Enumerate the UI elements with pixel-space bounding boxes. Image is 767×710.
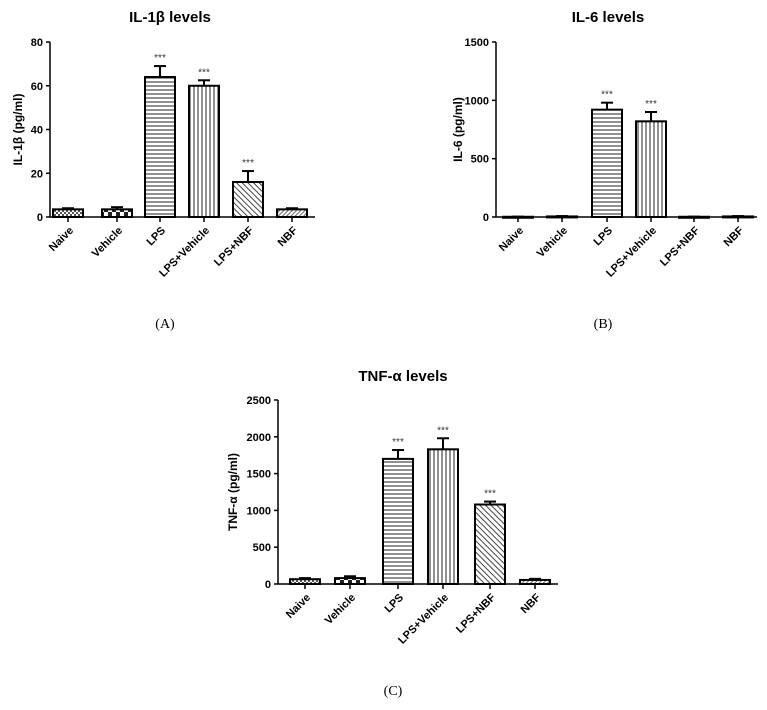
significance-label: ***: [198, 67, 210, 78]
x-tick-label: Vehicle: [323, 592, 358, 627]
x-tick-label: Naive: [284, 592, 313, 621]
panel-label: (C): [384, 684, 403, 699]
bar-lps-vehicle: [188, 84, 220, 218]
x-tick-label: NBF: [722, 224, 747, 249]
bar-nbf: [276, 208, 308, 218]
bar-lps-nbf: [232, 181, 264, 218]
y-tick-label: 40: [31, 125, 43, 137]
y-tick-label: 500: [471, 154, 489, 166]
y-axis-label: IL-1β (pg/ml): [11, 94, 25, 166]
y-tick-label: 1000: [247, 505, 271, 517]
chart-panel-c: TNF-α levels 0 500 1000 1500 2000 2500 TNF-α (p…: [226, 368, 558, 699]
significance-label: ***: [601, 90, 613, 101]
y-tick-label: 500: [253, 542, 271, 554]
x-tick-label: Vehicle: [90, 225, 125, 260]
x-tick-label: LPS+NBF: [212, 224, 256, 268]
bar-vehicle: [101, 208, 133, 218]
bar-naive: [52, 208, 84, 218]
x-tick-label: NBF: [276, 224, 301, 249]
y-tick-label: 2000: [247, 432, 271, 444]
y-tick-label: 1500: [247, 469, 271, 481]
y-axis-label: TNF-α (pg/ml): [226, 453, 240, 531]
significance-label: ***: [154, 53, 166, 64]
panel-label: (A): [155, 317, 175, 332]
bar-vehicle: [334, 577, 366, 585]
bar-lps-nbf: [474, 503, 506, 585]
significance-label: ***: [645, 99, 657, 110]
y-tick-label: 1000: [465, 95, 489, 107]
y-tick-label: 0: [37, 212, 43, 224]
x-tick-label: Vehicle: [535, 225, 570, 260]
x-tick-label: LPS: [144, 225, 168, 249]
x-tick-label: Naive: [47, 225, 76, 254]
chart-title: TNF-α levels: [358, 368, 447, 385]
significance-label: ***: [484, 489, 496, 500]
significance-label: ***: [392, 437, 404, 448]
y-tick-label: 1500: [465, 37, 489, 49]
x-tick-label: LPS+NBF: [658, 224, 702, 268]
y-tick-label: 80: [31, 37, 43, 49]
significance-label: ***: [437, 425, 449, 436]
x-tick-label: LPS: [591, 225, 615, 249]
significance-label: ***: [242, 158, 254, 169]
y-axis-label: IL-6 (pg/ml): [451, 97, 465, 162]
y-tick-label: 0: [265, 579, 271, 591]
bar-lps: [144, 76, 176, 218]
chart-panel-b: IL-6 levels 0 500 1000 1500 IL-6 (pg/ml) Naive…: [451, 9, 757, 332]
bar-lps-vehicle: [427, 448, 459, 586]
x-tick-label: LPS+NBF: [454, 591, 498, 635]
bar-nbf: [519, 578, 551, 586]
x-tick-label: LPS: [382, 592, 406, 616]
bar-lps: [591, 108, 623, 218]
chart-title: IL-6 levels: [572, 9, 645, 26]
chart-title: IL-1β levels: [129, 9, 211, 26]
bar-lps: [382, 457, 414, 586]
x-tick-label: Naive: [497, 225, 526, 254]
y-tick-label: 2500: [247, 395, 271, 407]
y-tick-label: 60: [31, 81, 43, 93]
chart-panel-a: IL-1β levels 0 20 40 60 80 IL-1β (pg/ml) Naive V…: [11, 9, 315, 332]
bar-naive: [289, 578, 321, 586]
bar-lps-vehicle: [635, 120, 667, 218]
panel-label: (B): [594, 317, 613, 332]
x-tick-label: NBF: [519, 591, 544, 616]
y-tick-label: 20: [31, 168, 43, 180]
y-tick-label: 0: [483, 212, 489, 224]
